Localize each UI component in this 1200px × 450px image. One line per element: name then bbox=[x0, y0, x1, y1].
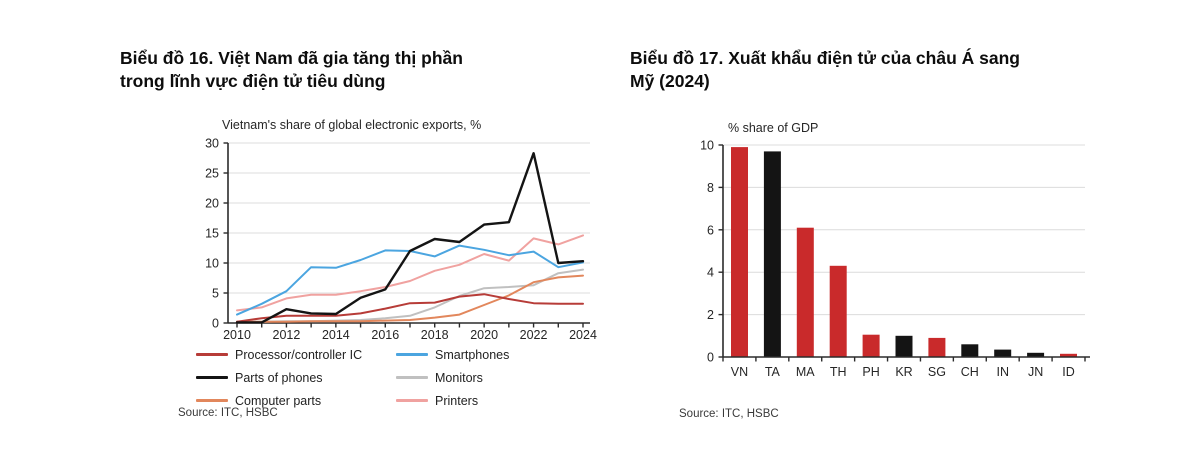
legend-item-processor-controller-ic: Processor/controller IC bbox=[196, 348, 396, 362]
x-tick-label: KR bbox=[895, 365, 912, 379]
bar-sg bbox=[928, 337, 946, 357]
y-tick-label: 20 bbox=[205, 197, 219, 211]
x-tick-label: SG bbox=[928, 365, 946, 379]
legend-swatch bbox=[396, 353, 428, 356]
legend-label: Smartphones bbox=[435, 347, 510, 362]
bar-in bbox=[994, 349, 1012, 357]
x-tick-label: PH bbox=[862, 365, 879, 379]
x-tick-label: 2022 bbox=[520, 328, 548, 342]
bar-ma bbox=[796, 227, 814, 357]
figure-17-title: Biểu đồ 17. Xuất khẩu điện tử của châu Á… bbox=[630, 47, 1130, 93]
y-tick-label: 6 bbox=[707, 223, 714, 237]
legend-label: Processor/controller IC bbox=[235, 347, 363, 362]
legend-swatch bbox=[396, 399, 428, 402]
legend-swatch bbox=[196, 353, 228, 356]
chart-16-axis-title: Vietnam's share of global electronic exp… bbox=[222, 118, 481, 132]
x-tick-label: MA bbox=[796, 365, 815, 379]
y-tick-label: 25 bbox=[205, 167, 219, 181]
x-tick-label: ID bbox=[1062, 365, 1075, 379]
legend-label: Parts of phones bbox=[235, 370, 323, 385]
x-tick-label: 2010 bbox=[223, 328, 251, 342]
legend-swatch bbox=[196, 399, 228, 402]
x-tick-label: 2016 bbox=[371, 328, 399, 342]
x-tick-label: 2024 bbox=[569, 328, 597, 342]
x-tick-label: TA bbox=[765, 365, 781, 379]
figure-16-source: Source: ITC, HSBC bbox=[178, 407, 278, 419]
series-line-parts-of-phones bbox=[235, 152, 585, 324]
y-tick-label: 8 bbox=[707, 181, 714, 195]
line-chart-legend: Processor/controller IC Parts of phones Co… bbox=[196, 343, 509, 412]
bar-id bbox=[1060, 353, 1077, 357]
y-tick-label: 2 bbox=[707, 308, 714, 322]
legend-item-printers: Printers bbox=[396, 394, 509, 408]
bar-kr bbox=[895, 335, 913, 357]
figure-17-title-line1: Biểu đồ 17. Xuất khẩu điện tử của châu Á… bbox=[630, 48, 1020, 68]
legend-item-parts-of-phones: Parts of phones bbox=[196, 371, 396, 385]
bar-chart-asia-electronics-exports-gdp: 0 2 4 6 8 10 VN TA MA TH PH KR SG CH IN JN ID % share of … bbox=[700, 121, 1090, 379]
legend-item-smartphones: Smartphones bbox=[396, 348, 509, 362]
x-tick-label: IN bbox=[996, 365, 1009, 379]
legend-swatch bbox=[196, 376, 228, 379]
y-tick-label: 15 bbox=[205, 227, 219, 241]
figure-16-title-line1: Biểu đồ 16. Việt Nam đã gia tăng thị phầ… bbox=[120, 48, 463, 68]
x-tick-label: CH bbox=[961, 365, 979, 379]
y-tick-label: 0 bbox=[707, 351, 714, 365]
chart-17-axis-title: % share of GDP bbox=[728, 121, 818, 135]
y-tick-label: 0 bbox=[212, 317, 219, 331]
x-tick-label: VN bbox=[731, 365, 748, 379]
legend-label: Monitors bbox=[435, 370, 483, 385]
legend-item-monitors: Monitors bbox=[396, 371, 509, 385]
bar-ta bbox=[763, 151, 781, 357]
y-tick-label: 10 bbox=[205, 257, 219, 271]
x-tick-label: JN bbox=[1028, 365, 1043, 379]
series-line-computer-parts bbox=[236, 274, 584, 323]
legend-swatch bbox=[396, 376, 428, 379]
figure-17-source: Source: ITC, HSBC bbox=[679, 408, 779, 420]
legend-label: Computer parts bbox=[235, 393, 322, 408]
series-line-monitors bbox=[236, 268, 584, 323]
bar-th bbox=[829, 265, 847, 357]
bar-jn bbox=[1027, 352, 1045, 357]
figure-17-title-line2: Mỹ (2024) bbox=[630, 71, 710, 91]
x-tick-label: 2018 bbox=[421, 328, 449, 342]
series-line-processor-controller-ic bbox=[236, 293, 584, 323]
line-chart-vietnam-electronic-exports: 0 5 10 15 20 25 30 2010 2012 2014 2016 2018 2020 2022… bbox=[205, 118, 597, 342]
figure-16-title-line2: trong lĩnh vực điện tử tiêu dùng bbox=[120, 71, 386, 91]
x-tick-label: 2012 bbox=[273, 328, 301, 342]
x-tick-label: TH bbox=[830, 365, 847, 379]
y-tick-label: 10 bbox=[700, 139, 714, 153]
bar-vn bbox=[731, 147, 748, 357]
y-tick-label: 4 bbox=[707, 266, 714, 280]
series-line-printers bbox=[236, 234, 584, 312]
figure-16-title: Biểu đồ 16. Việt Nam đã gia tăng thị phầ… bbox=[120, 47, 590, 93]
x-tick-label: 2020 bbox=[470, 328, 498, 342]
y-tick-label: 5 bbox=[212, 287, 219, 301]
legend-item-computer-parts: Computer parts bbox=[196, 394, 396, 408]
bar-ph bbox=[862, 334, 880, 357]
legend-label: Printers bbox=[435, 393, 479, 408]
bar-ch bbox=[961, 344, 979, 357]
x-tick-label: 2014 bbox=[322, 328, 350, 342]
y-tick-label: 30 bbox=[205, 137, 219, 151]
